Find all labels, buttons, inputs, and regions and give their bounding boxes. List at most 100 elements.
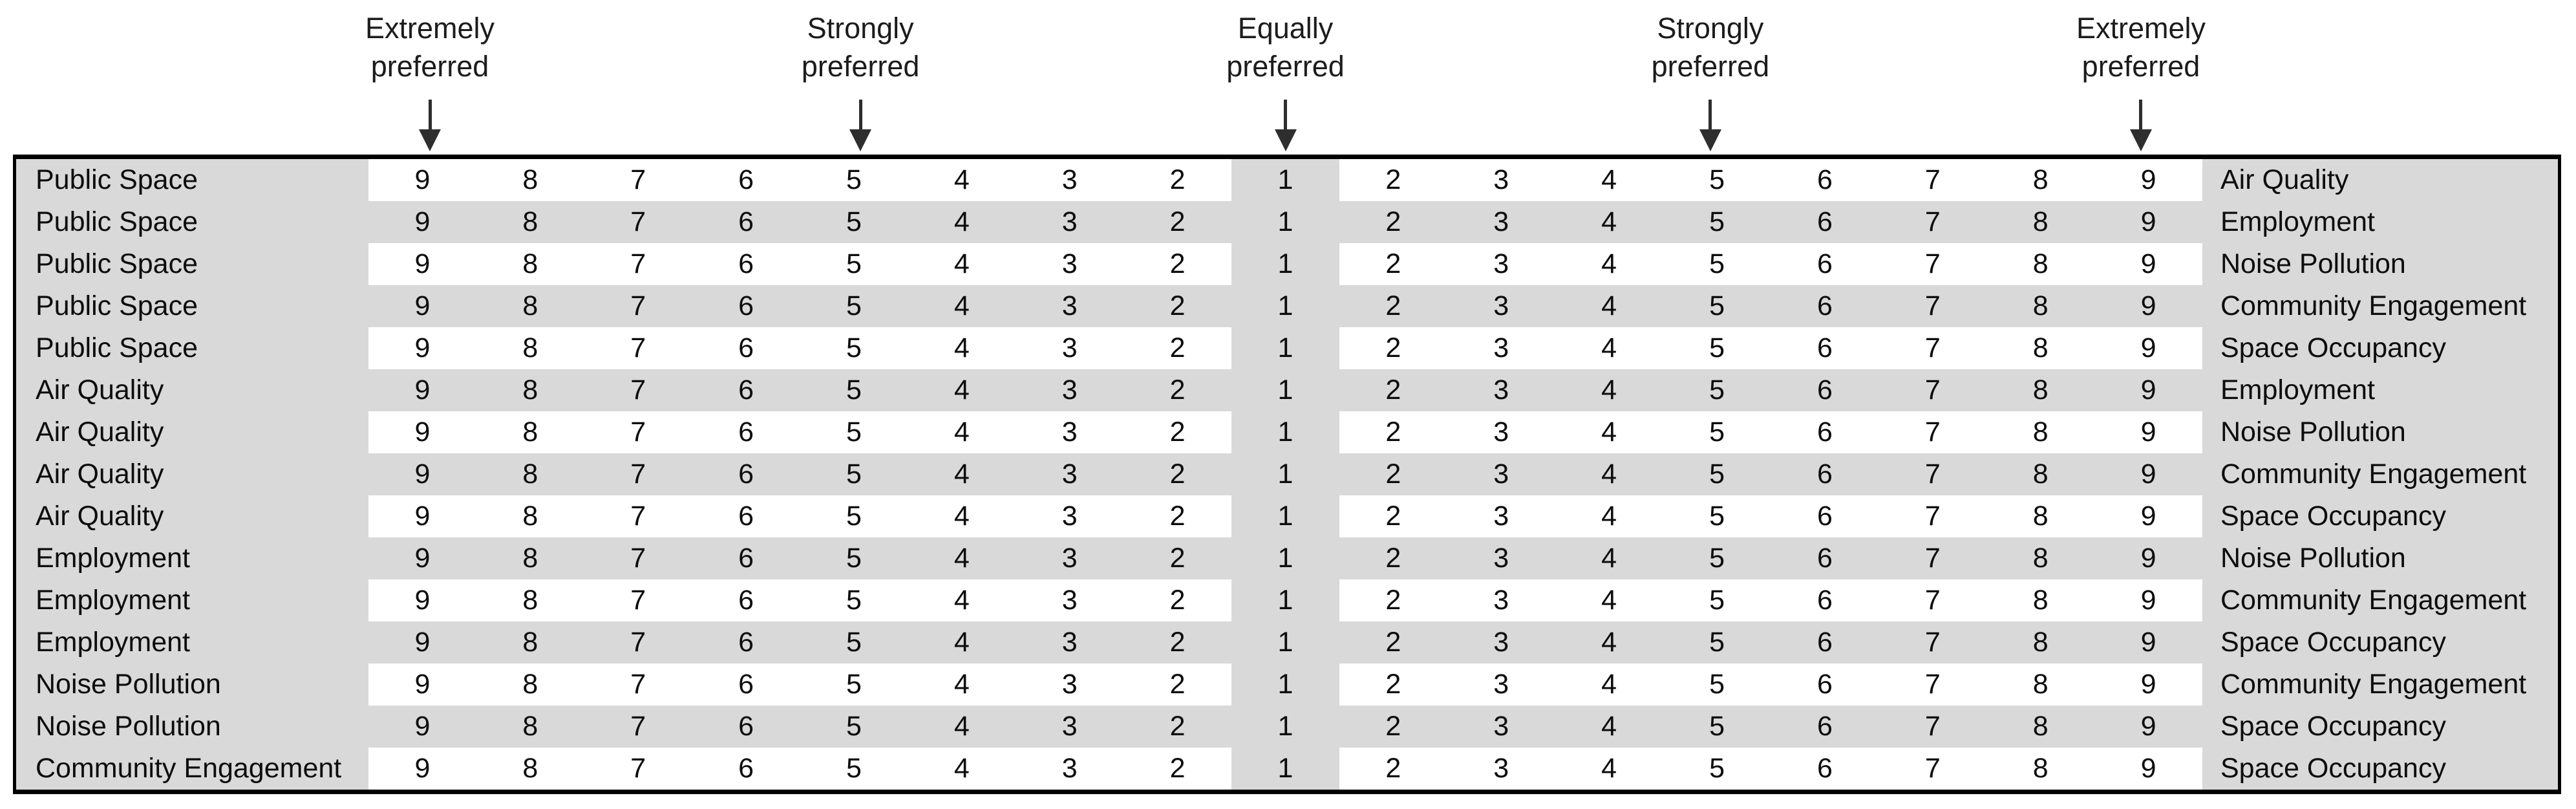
scale-value-cell[interactable]: 6	[1816, 585, 1833, 616]
scale-value-cell[interactable]: 5	[846, 416, 862, 448]
scale-value-cell[interactable]: 6	[738, 374, 754, 405]
scale-value-cell[interactable]: 9	[2140, 501, 2156, 532]
scale-value-cell[interactable]: 9	[2140, 669, 2156, 700]
scale-value-cell[interactable]: 5	[1709, 332, 1725, 363]
scale-value-cell[interactable]: 5	[846, 164, 862, 195]
scale-value-cell[interactable]: 5	[1709, 290, 1725, 321]
scale-value-cell[interactable]: 4	[1601, 711, 1617, 742]
scale-value-cell[interactable]: 9	[2140, 248, 2156, 279]
scale-value-cell[interactable]: 7	[1924, 501, 1941, 532]
scale-value-cell[interactable]: 7	[630, 290, 646, 321]
scale-value-cell[interactable]: 7	[1924, 711, 1941, 742]
scale-value-cell[interactable]: 6	[738, 416, 754, 448]
scale-value-cell[interactable]: 6	[738, 164, 754, 195]
scale-value-cell[interactable]: 5	[846, 332, 862, 363]
scale-value-cell[interactable]: 5	[846, 458, 862, 490]
scale-value-cell[interactable]: 4	[953, 543, 970, 574]
scale-value-cell[interactable]: 4	[953, 458, 970, 490]
scale-value-cell[interactable]: 6	[1816, 164, 1833, 195]
scale-value-cell[interactable]: 6	[1816, 669, 1833, 700]
scale-value-cell[interactable]: 1	[1231, 411, 1339, 453]
scale-value-cell[interactable]: 4	[1601, 501, 1617, 532]
scale-value-cell[interactable]: 5	[1709, 416, 1725, 448]
scale-value-cell[interactable]: 3	[1061, 374, 1078, 405]
scale-value-cell[interactable]: 5	[846, 206, 862, 237]
scale-value-cell[interactable]: 7	[1924, 206, 1941, 237]
scale-value-cell[interactable]: 7	[630, 627, 646, 658]
scale-value-cell[interactable]: 8	[2032, 416, 2049, 448]
scale-value-cell[interactable]: 9	[2140, 206, 2156, 237]
scale-value-cell[interactable]: 4	[1601, 669, 1617, 700]
scale-value-cell[interactable]: 8	[2032, 711, 2049, 742]
scale-value-cell[interactable]: 7	[630, 164, 646, 195]
scale-value-cell[interactable]: 2	[1169, 164, 1186, 195]
scale-value-cell[interactable]: 2	[1385, 543, 1401, 574]
scale-value-cell[interactable]: 3	[1061, 206, 1078, 237]
scale-value-cell[interactable]: 8	[2032, 374, 2049, 405]
scale-value-cell[interactable]: 8	[2032, 164, 2049, 195]
scale-value-cell[interactable]: 3	[1493, 416, 1509, 448]
scale-value-cell[interactable]: 7	[1924, 458, 1941, 490]
scale-value-cell[interactable]: 9	[414, 416, 431, 448]
scale-value-cell[interactable]: 4	[953, 669, 970, 700]
scale-value-cell[interactable]: 2	[1385, 164, 1401, 195]
scale-value-cell[interactable]: 1	[1231, 243, 1339, 285]
scale-value-cell[interactable]: 8	[522, 164, 538, 195]
scale-value-cell[interactable]: 7	[630, 374, 646, 405]
scale-value-cell[interactable]: 3	[1493, 543, 1509, 574]
scale-value-cell[interactable]: 4	[953, 374, 970, 405]
scale-value-cell[interactable]: 4	[953, 627, 970, 658]
scale-value-cell[interactable]: 5	[1709, 501, 1725, 532]
scale-value-cell[interactable]: 8	[2032, 501, 2049, 532]
scale-value-cell[interactable]: 2	[1385, 416, 1401, 448]
scale-value-cell[interactable]: 3	[1061, 458, 1078, 490]
scale-value-cell[interactable]: 2	[1169, 248, 1186, 279]
scale-value-cell[interactable]: 3	[1493, 374, 1509, 405]
scale-value-cell[interactable]: 9	[2140, 543, 2156, 574]
scale-value-cell[interactable]: 8	[2032, 248, 2049, 279]
scale-value-cell[interactable]: 1	[1231, 748, 1339, 790]
scale-value-cell[interactable]: 4	[1601, 374, 1617, 405]
scale-value-cell[interactable]: 3	[1493, 627, 1509, 658]
scale-value-cell[interactable]: 3	[1493, 669, 1509, 700]
scale-value-cell[interactable]: 3	[1061, 753, 1078, 784]
scale-value-cell[interactable]: 9	[2140, 374, 2156, 405]
scale-value-cell[interactable]: 3	[1493, 332, 1509, 363]
scale-value-cell[interactable]: 3	[1061, 248, 1078, 279]
scale-value-cell[interactable]: 3	[1061, 627, 1078, 658]
scale-value-cell[interactable]: 9	[414, 332, 431, 363]
scale-value-cell[interactable]: 8	[522, 416, 538, 448]
scale-value-cell[interactable]: 9	[414, 543, 431, 574]
scale-value-cell[interactable]: 2	[1385, 332, 1401, 363]
scale-value-cell[interactable]: 5	[846, 753, 862, 784]
scale-value-cell[interactable]: 8	[2032, 669, 2049, 700]
scale-value-cell[interactable]: 8	[2032, 627, 2049, 658]
scale-value-cell[interactable]: 6	[738, 543, 754, 574]
scale-value-cell[interactable]: 9	[414, 458, 431, 490]
scale-value-cell[interactable]: 4	[1601, 753, 1617, 784]
scale-value-cell[interactable]: 9	[414, 248, 431, 279]
scale-value-cell[interactable]: 2	[1385, 711, 1401, 742]
scale-value-cell[interactable]: 4	[953, 585, 970, 616]
scale-value-cell[interactable]: 5	[846, 627, 862, 658]
scale-value-cell[interactable]: 7	[1924, 332, 1941, 363]
scale-value-cell[interactable]: 6	[738, 206, 754, 237]
scale-value-cell[interactable]: 4	[1601, 627, 1617, 658]
scale-value-cell[interactable]: 7	[1924, 290, 1941, 321]
scale-value-cell[interactable]: 8	[522, 206, 538, 237]
scale-value-cell[interactable]: 8	[2032, 332, 2049, 363]
scale-value-cell[interactable]: 2	[1169, 543, 1186, 574]
scale-value-cell[interactable]: 8	[2032, 206, 2049, 237]
scale-value-cell[interactable]: 8	[522, 627, 538, 658]
scale-value-cell[interactable]: 6	[1816, 248, 1833, 279]
scale-value-cell[interactable]: 1	[1231, 537, 1339, 579]
scale-value-cell[interactable]: 4	[953, 248, 970, 279]
scale-value-cell[interactable]: 6	[738, 458, 754, 490]
scale-value-cell[interactable]: 9	[414, 290, 431, 321]
scale-value-cell[interactable]: 3	[1493, 164, 1509, 195]
scale-value-cell[interactable]: 9	[414, 711, 431, 742]
scale-value-cell[interactable]: 7	[1924, 416, 1941, 448]
scale-value-cell[interactable]: 8	[522, 374, 538, 405]
scale-value-cell[interactable]: 9	[414, 164, 431, 195]
scale-value-cell[interactable]: 5	[1709, 543, 1725, 574]
